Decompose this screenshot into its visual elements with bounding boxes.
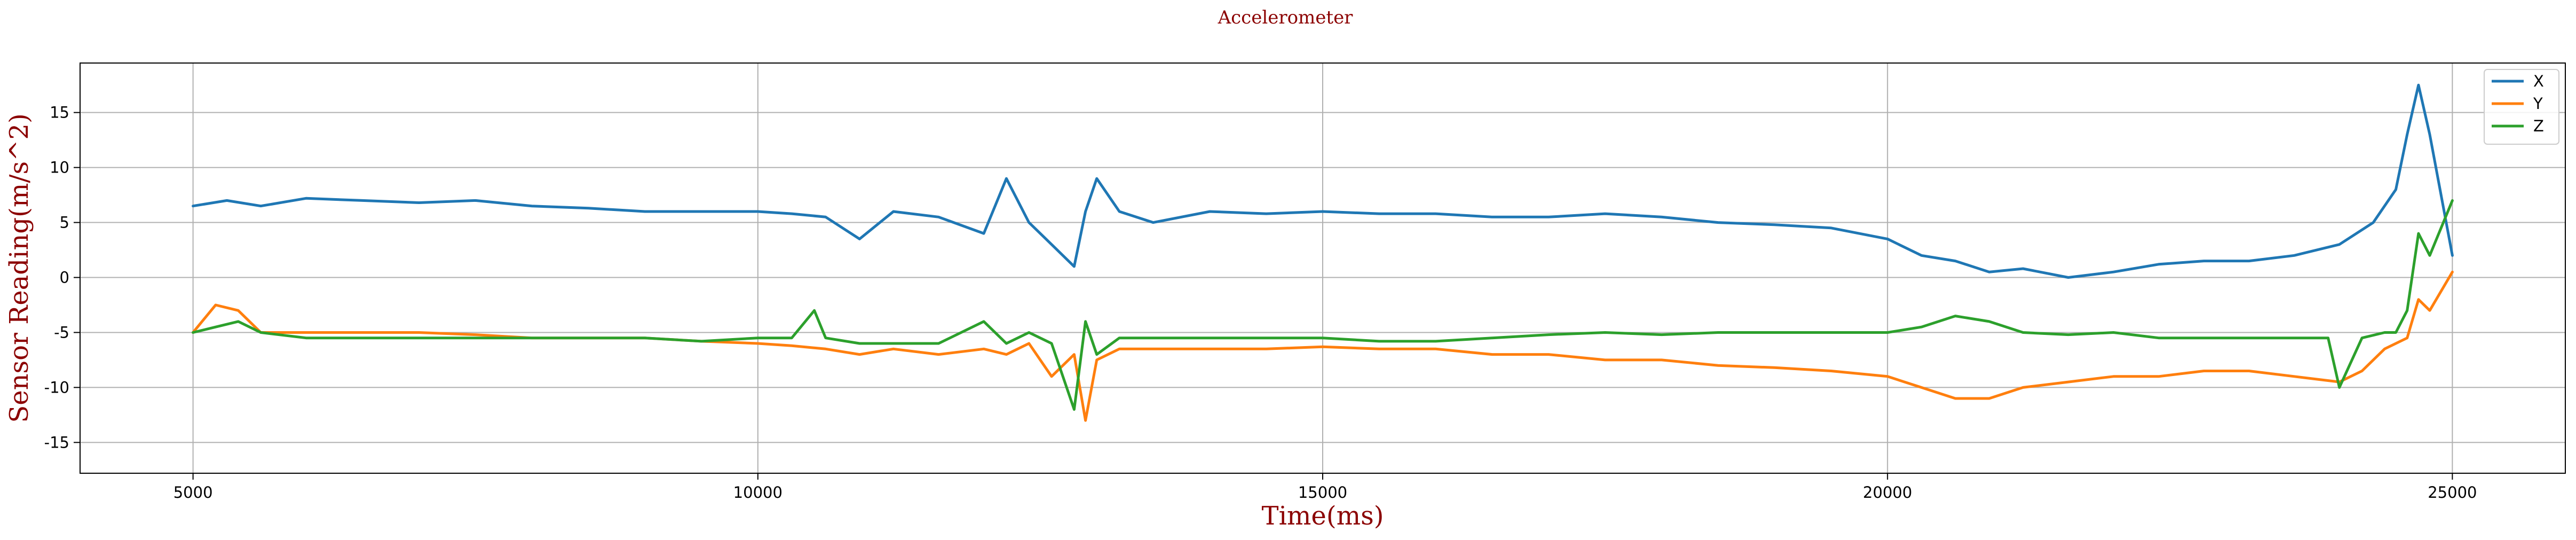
legend-label-y: Y	[2533, 95, 2543, 113]
series-line-x	[192, 83, 2454, 279]
legend-label-z: Z	[2533, 117, 2544, 135]
y-tick-label-15: 15	[50, 104, 69, 122]
y-tick-label--10: -10	[44, 378, 69, 396]
x-axis-label: Time(ms)	[1262, 501, 1384, 531]
x-tick-label-20000: 20000	[1863, 483, 1912, 502]
x-tick-label-5000: 5000	[173, 483, 213, 502]
chart-title: Accelerometer	[1218, 7, 1354, 28]
y-axis-label: Sensor Reading(m/s^2)	[4, 113, 34, 422]
x-tick-label-25000: 25000	[2428, 483, 2477, 502]
axis-ticks: 5000 10000 15000 20000 25000 -15 -10 -5 0 5 10 15	[44, 104, 2477, 502]
y-tick-label--15: -15	[44, 433, 69, 451]
series-line-z	[192, 199, 2454, 411]
grid-lines	[80, 63, 2565, 473]
legend: XYZ	[2484, 69, 2559, 145]
legend-label-x: X	[2533, 72, 2544, 90]
y-tick-label-10: 10	[50, 159, 69, 177]
x-tick-label-10000: 10000	[733, 483, 783, 502]
y-tick-label-5: 5	[60, 214, 69, 232]
y-tick-label-0: 0	[60, 269, 69, 287]
y-tick-label--5: -5	[54, 323, 69, 341]
series-lines	[192, 83, 2454, 422]
x-tick-label-15000: 15000	[1298, 483, 1347, 502]
